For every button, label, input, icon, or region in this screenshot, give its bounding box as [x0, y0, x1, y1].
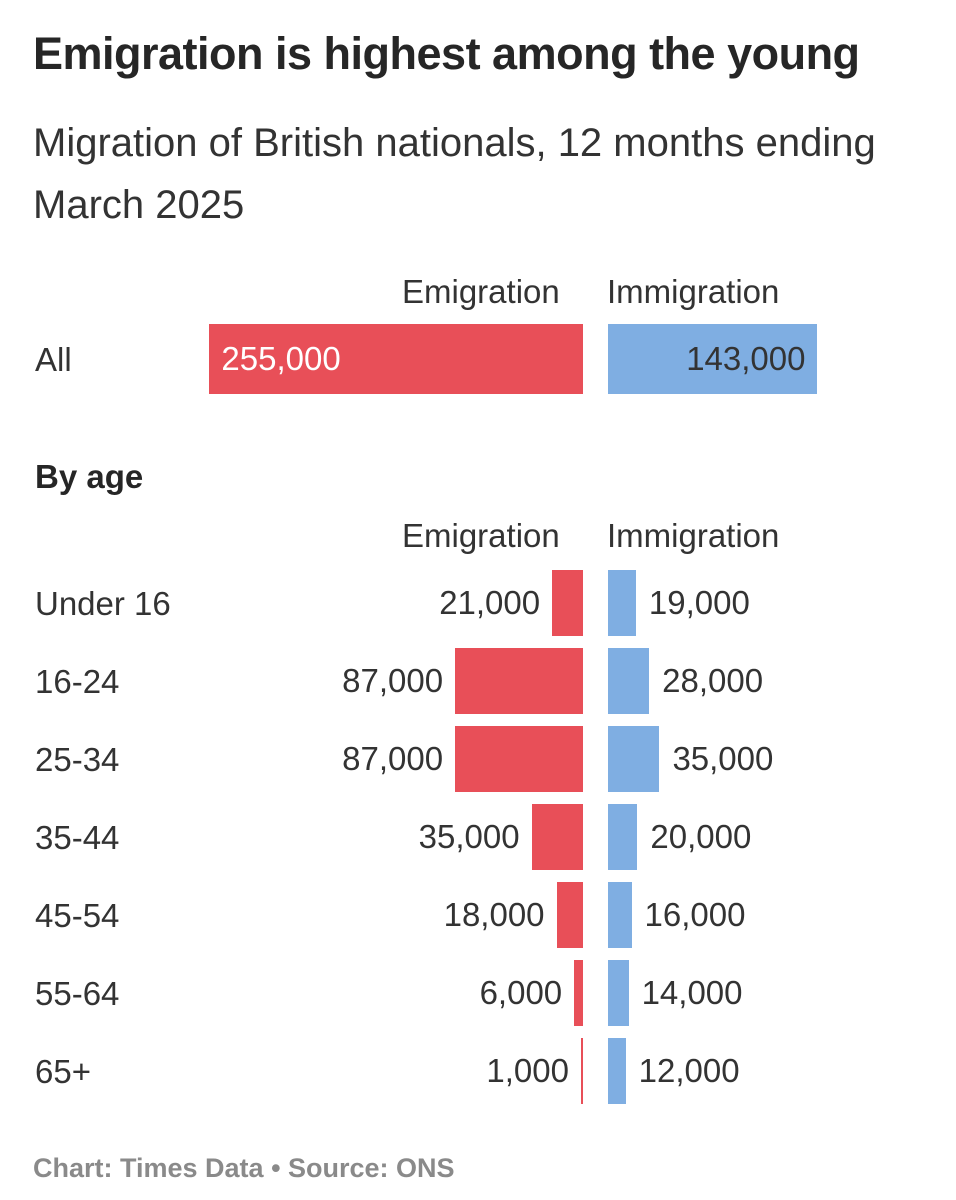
age-immigration-header: Immigration [607, 517, 780, 554]
emigration-bar [455, 726, 583, 792]
emigration-bar [574, 960, 583, 1026]
all-immigration-value: 143,000 [686, 340, 806, 377]
chart-footer: Chart: Times Data • Source: ONS [33, 1153, 455, 1183]
all-emigration-value: 255,000 [221, 340, 341, 377]
chart-subtitle: Migration of British nationals, 12 month… [33, 121, 876, 227]
emigration-bar [531, 804, 583, 870]
age-emigration-header: Emigration [402, 517, 560, 554]
all-immigration-header: Immigration [607, 273, 780, 310]
by-age-heading: By age [35, 458, 144, 495]
immigration-bar [608, 882, 632, 948]
all-immigration-bar [608, 324, 818, 394]
emigration-value-label: 18,000 [443, 896, 545, 933]
age-row-label: 16-24 [35, 663, 120, 700]
emigration-bar [455, 648, 583, 714]
emigration-bar [552, 570, 583, 636]
age-row-label: 45-54 [35, 897, 120, 934]
immigration-bar [608, 960, 629, 1026]
chart-title: Emigration is highest among the young [33, 28, 860, 79]
age-row-label: 25-34 [35, 741, 120, 778]
immigration-value-label: 35,000 [672, 740, 774, 777]
immigration-value-label: 12,000 [638, 1052, 740, 1089]
emigration-value-label: 87,000 [342, 740, 444, 777]
emigration-value-label: 21,000 [439, 584, 541, 621]
immigration-value-label: 14,000 [641, 974, 743, 1011]
age-row-label: Under 16 [35, 585, 171, 622]
all-emigration-header: Emigration [402, 273, 560, 310]
immigration-value-label: 19,000 [648, 584, 750, 621]
emigration-value-label: 87,000 [342, 662, 444, 699]
age-row-label: 55-64 [35, 975, 120, 1012]
emigration-value-label: 6,000 [479, 974, 563, 1011]
all-row-label: All [35, 341, 72, 378]
age-row-label: 65+ [35, 1053, 91, 1090]
emigration-value-label: 1,000 [486, 1052, 569, 1089]
immigration-value-label: 28,000 [662, 662, 764, 699]
immigration-bar [608, 570, 636, 636]
immigration-bar [608, 804, 638, 870]
emigration-bar [581, 1038, 583, 1104]
immigration-bar [608, 726, 660, 792]
age-row-label: 35-44 [35, 819, 120, 856]
emigration-bar [556, 882, 583, 948]
immigration-bar [608, 1038, 626, 1104]
emigration-value-label: 35,000 [418, 818, 520, 855]
all-emigration-bar [209, 324, 583, 394]
immigration-bar [608, 648, 650, 714]
immigration-value-label: 20,000 [650, 818, 752, 855]
immigration-value-label: 16,000 [644, 896, 746, 933]
